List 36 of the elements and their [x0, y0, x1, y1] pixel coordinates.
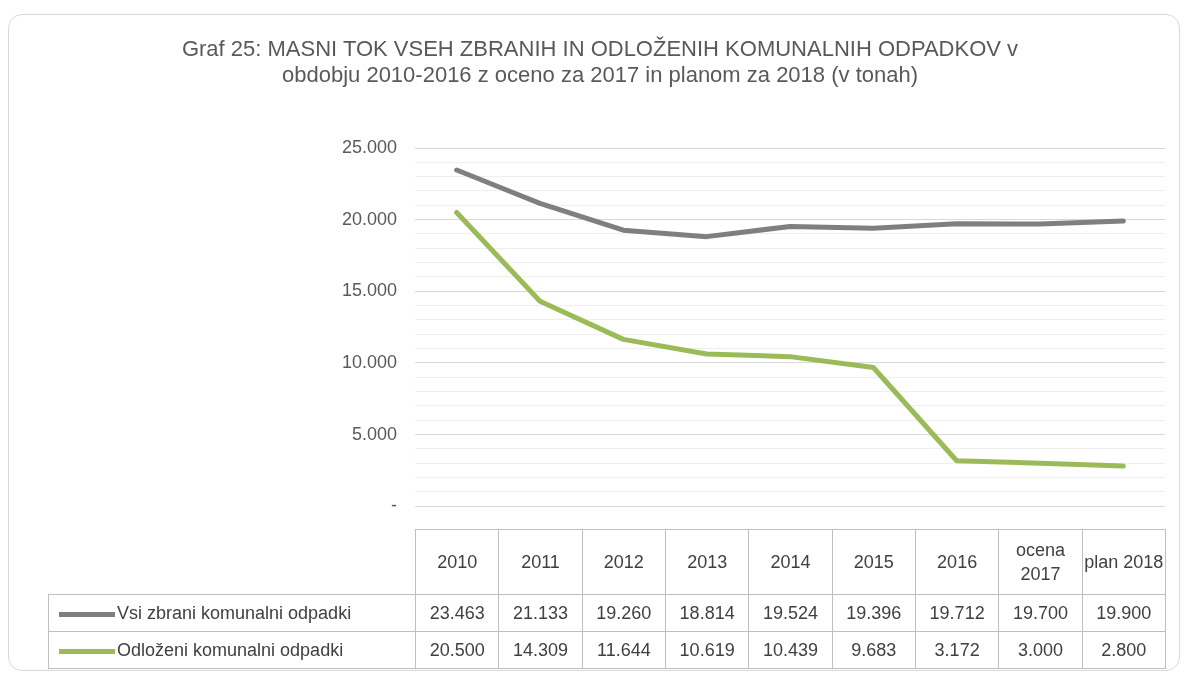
y-tick-label: 15.000	[341, 280, 397, 301]
data-label: 9.683	[832, 631, 916, 669]
data-label: 23.463	[415, 594, 499, 632]
data-label: 19.260	[582, 594, 666, 632]
data-label: 2.800	[1082, 631, 1166, 669]
legend-label: Odloženi komunalni odpadki	[48, 631, 416, 669]
data-label: 14.309	[498, 631, 583, 669]
x-tick-label: 2013	[665, 529, 749, 595]
y-tick-label: -	[391, 495, 397, 516]
chart-title: Graf 25: MASNI TOK VSEH ZBRANIH IN ODLOŽENIH KOMUNALNIH ODPADKOV v obdobju 2010-2016 z oceno za 2017 in planom za 2018 (v tonah)	[180, 36, 1020, 88]
data-label: 19.700	[998, 594, 1083, 632]
data-label: 18.814	[665, 594, 749, 632]
data-label: 11.644	[582, 631, 666, 669]
data-label: 10.619	[665, 631, 749, 669]
x-tick-label: plan 2018	[1082, 529, 1166, 595]
y-tick-label: 25.000	[341, 136, 397, 157]
x-tick-label: 2015	[832, 529, 916, 595]
data-label: 20.500	[415, 631, 499, 669]
x-tick-label: 2016	[915, 529, 999, 595]
data-label: 3.000	[998, 631, 1083, 669]
y-tick-label: 20.000	[341, 208, 397, 229]
data-label: 21.133	[498, 594, 583, 632]
data-label: 19.396	[832, 594, 916, 632]
data-label: 3.172	[915, 631, 999, 669]
data-label: 19.900	[1082, 594, 1166, 632]
y-tick-label: 10.000	[341, 351, 397, 372]
x-tick-label: 2012	[582, 529, 666, 595]
x-tick-label: ocena 2017	[998, 529, 1083, 595]
data-label: 19.524	[748, 594, 833, 632]
x-tick-label: 2011	[498, 529, 583, 595]
data-label: 19.712	[915, 594, 999, 632]
data-label: 10.439	[748, 631, 833, 669]
y-tick-label: 5.000	[351, 423, 397, 444]
x-tick-label: 2014	[748, 529, 833, 595]
x-tick-label: 2010	[415, 529, 499, 595]
legend-label: Vsi zbrani komunalni odpadki	[48, 594, 416, 632]
